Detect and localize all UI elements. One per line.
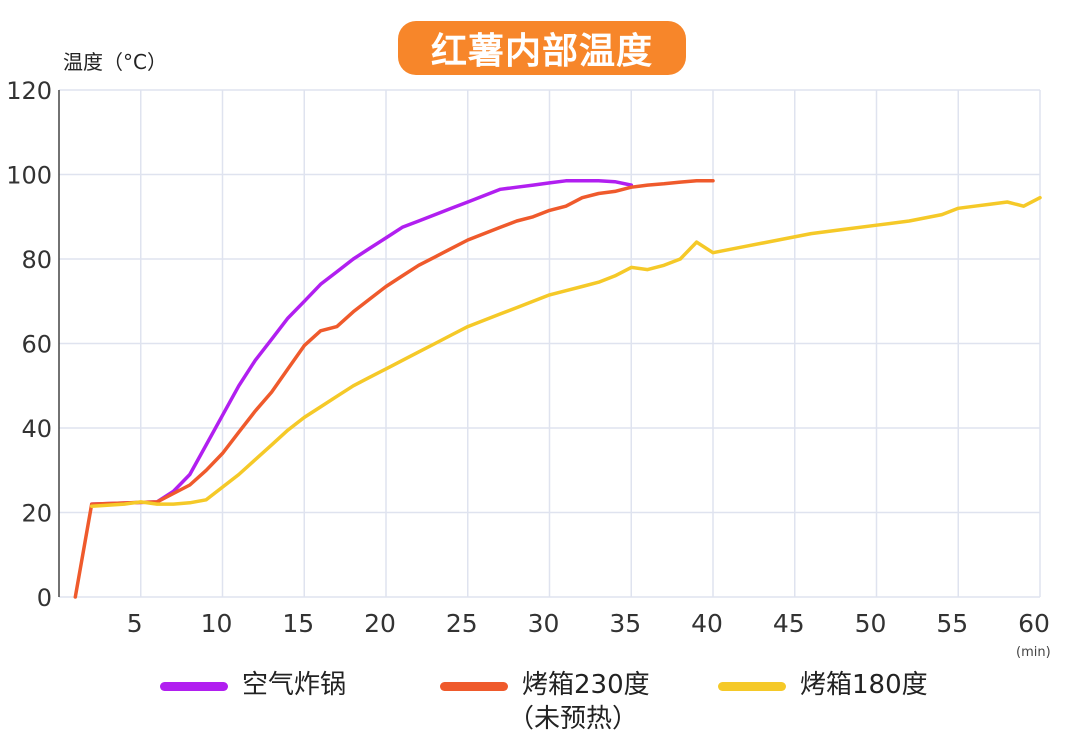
x-tick-label: 25: [446, 609, 478, 638]
x-tick-label: 20: [364, 609, 396, 638]
x-tick-label: 45: [773, 609, 805, 638]
legend-label-line2: （未预热）: [508, 704, 639, 734]
x-tick-label: 35: [609, 609, 641, 638]
x-tick-label: 30: [528, 609, 560, 638]
legend-label: 烤箱230度 （未预热）: [508, 668, 650, 736]
legend-swatch: [160, 682, 228, 691]
y-axis-label: 温度（°C）: [63, 50, 167, 74]
x-tick-label: 50: [855, 609, 887, 638]
legend-label-line1: 烤箱230度: [522, 670, 650, 700]
y-tick-label: 0: [37, 584, 52, 612]
x-tick-label: 15: [282, 609, 314, 638]
legend-swatch: [718, 682, 786, 691]
legend-label: 烤箱180度: [800, 670, 928, 700]
x-axis-unit-label: (min): [1016, 645, 1051, 660]
legend-item-oven-180: 烤箱180度: [718, 668, 928, 702]
series-line-0: [89, 179, 634, 506]
y-tick-label: 100: [6, 162, 52, 190]
series-line-1: [73, 179, 715, 599]
y-tick-label: 40: [21, 415, 52, 443]
chart-title: 红薯内部温度: [398, 21, 686, 75]
x-tick-label: 10: [201, 609, 233, 638]
legend-item-air-fryer: 空气炸锅: [160, 668, 346, 702]
legend-label: 空气炸锅: [242, 670, 347, 700]
x-tick-label: 40: [691, 609, 723, 638]
legend-swatch: [440, 682, 508, 691]
x-tick-label: 5: [127, 609, 143, 638]
y-tick-label: 80: [21, 246, 52, 274]
y-tick-label: 60: [21, 331, 52, 359]
series-line-2: [89, 195, 1042, 508]
y-tick-label: 120: [6, 77, 52, 105]
x-tick-label: 55: [936, 609, 968, 638]
y-tick-label: 20: [21, 500, 52, 528]
legend-item-oven-230: 烤箱230度 （未预热）: [440, 668, 650, 736]
x-tick-label: 60: [1018, 609, 1050, 638]
